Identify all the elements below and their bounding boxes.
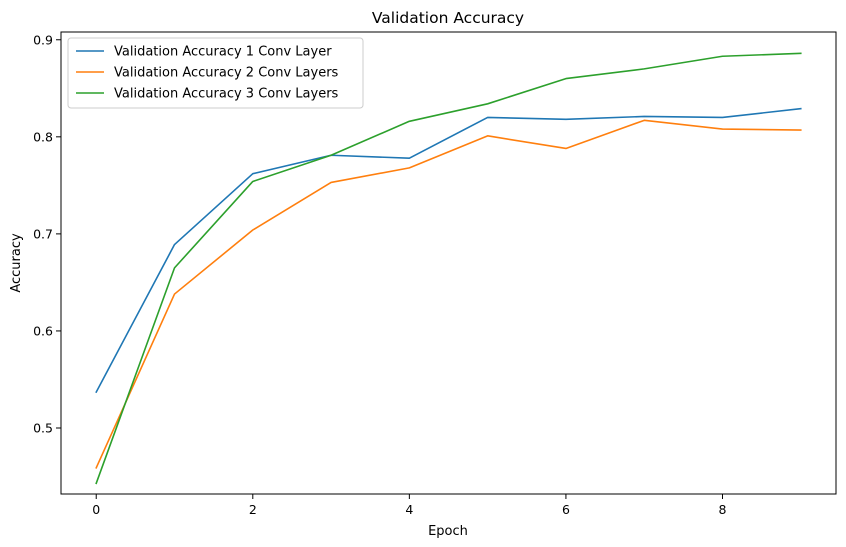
legend-label-1: Validation Accuracy 1 Conv Layer (114, 45, 332, 60)
x-tick-label: 2 (249, 502, 257, 517)
plot-frame (60, 31, 837, 495)
y-axis: 0.5 0.6 0.7 0.8 0.9 (33, 32, 61, 436)
y-tick-label: 0.5 (33, 421, 53, 436)
y-axis-label: Accuracy (9, 233, 24, 293)
plot-lines (95, 52, 802, 485)
x-tick-label: 8 (719, 502, 727, 517)
y-tick-label: 0.6 (33, 323, 53, 338)
legend-box (67, 37, 364, 109)
series-line-3 (95, 52, 802, 485)
x-tick-label: 6 (562, 502, 570, 517)
x-tick-label: 4 (405, 502, 413, 517)
legend-label-3: Validation Accuracy 3 Conv Layers (114, 87, 339, 102)
y-tick-label: 0.9 (33, 32, 53, 47)
x-axis-label: Epoch (428, 524, 468, 539)
y-tick-label: 0.7 (33, 226, 53, 241)
chart-title: Validation Accuracy (372, 9, 524, 27)
x-axis: 0 2 4 6 8 (92, 494, 727, 517)
series-line-2 (95, 119, 802, 469)
y-tick-label: 0.8 (33, 129, 53, 144)
x-tick-label: 0 (92, 502, 100, 517)
series-line-1 (95, 107, 802, 394)
legend-label-2: Validation Accuracy 2 Conv Layers (114, 66, 339, 81)
legend: Validation Accuracy 1 Conv Layer Validati… (67, 37, 364, 109)
